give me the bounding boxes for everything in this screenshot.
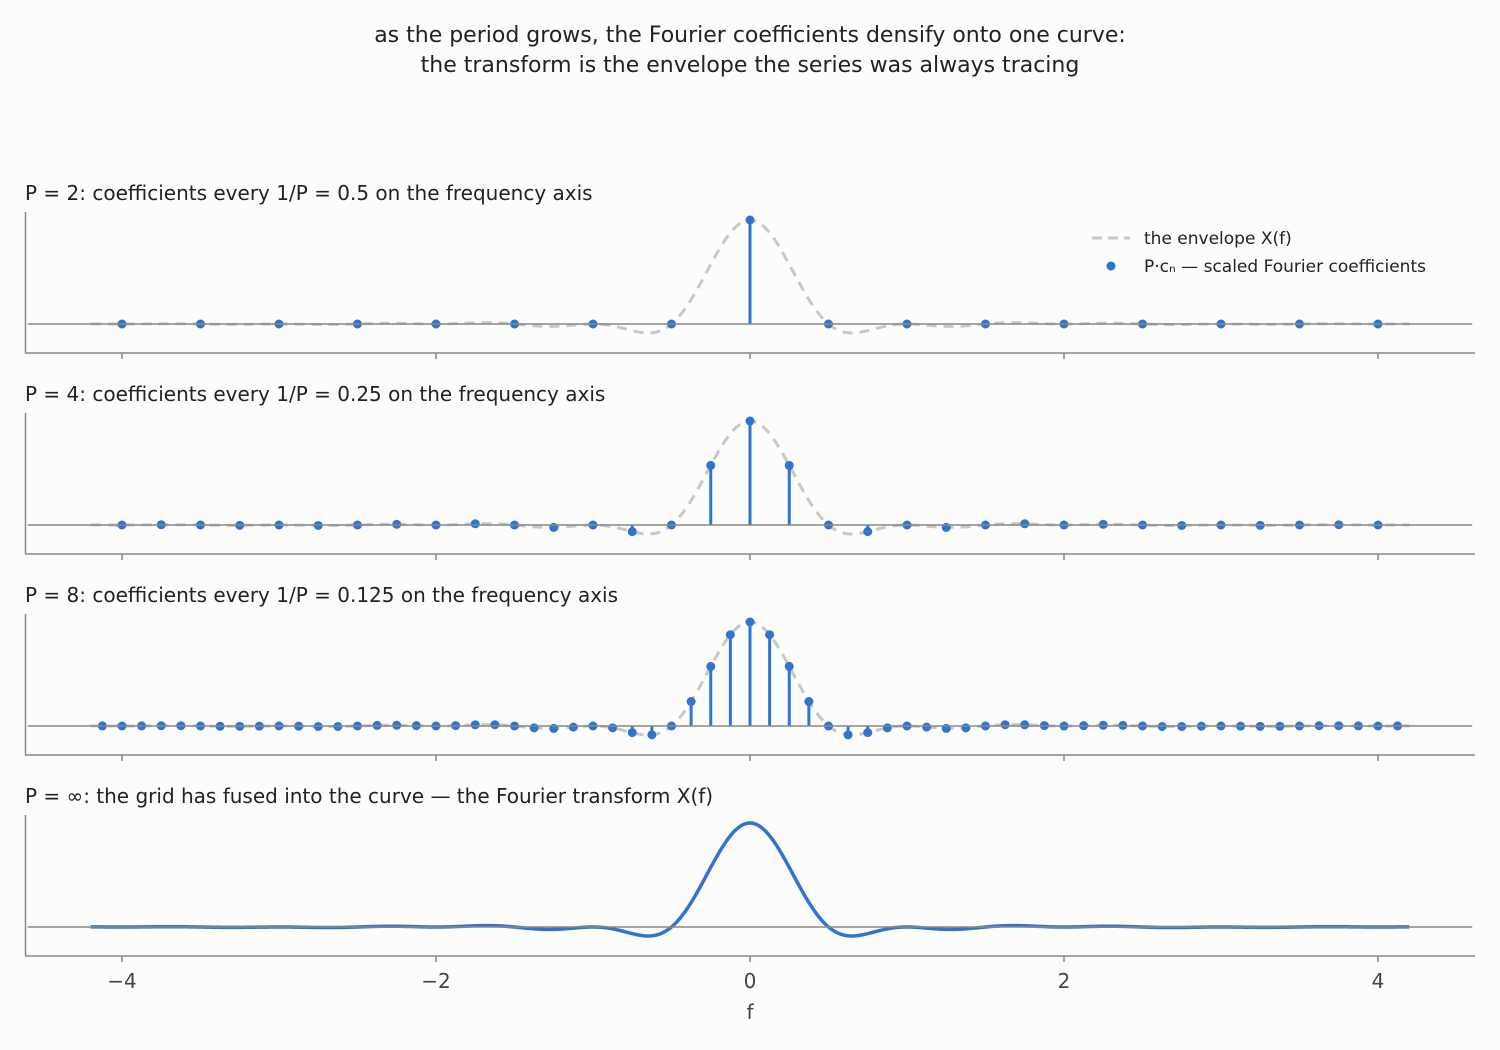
coefficient-marker [961,723,970,732]
panel-1: P = 2: coefficients every 1/P = 0.5 on t… [25,181,1475,359]
x-tick-label: 2 [1058,969,1071,993]
coefficient-marker [569,723,578,732]
coefficient-marker [942,523,951,532]
panel-2-title: P = 4: coefficients every 1/P = 0.25 on … [25,382,605,406]
x-tick-label: −2 [421,969,450,993]
coefficient-marker [785,662,794,671]
coefficient-marker [549,523,558,532]
coefficient-marker [883,723,892,732]
coefficient-marker [746,618,755,627]
x-tick-label: −4 [107,969,136,993]
coefficient-marker [471,519,480,528]
coefficient-marker [922,723,931,732]
coefficient-marker [647,730,656,739]
x-axis-label: f [746,1000,754,1024]
legend-coeff-swatch [1107,262,1116,271]
legend-envelope-label: the envelope X(f) [1144,229,1292,249]
figure-title-line1: as the period grows, the Fourier coeffic… [374,23,1126,48]
panel-4: P = ∞: the grid has fused into the curve… [25,784,1475,1024]
coefficient-marker [628,527,637,536]
legend: the envelope X(f) P·cₙ — scaled Fourier … [1092,229,1426,277]
coefficient-marker [942,724,951,733]
coefficient-marker [608,723,617,732]
coefficient-marker [628,728,637,737]
legend-coeff-label: P·cₙ — scaled Fourier coefficients [1144,257,1426,277]
coefficient-marker [746,216,755,225]
coefficient-marker [490,720,499,729]
panel-4-title: P = ∞: the grid has fused into the curve… [25,784,713,808]
coefficient-marker [785,461,794,470]
x-tick-label: 0 [744,969,757,993]
coefficient-marker [471,720,480,729]
coefficient-marker [863,527,872,536]
x-tick-label: 4 [1372,969,1385,993]
coefficient-marker [863,728,872,737]
coefficient-marker [706,662,715,671]
coefficient-marker [530,723,539,732]
coefficient-marker [746,417,755,426]
coefficient-marker [1020,720,1029,729]
panel-1-title: P = 2: coefficients every 1/P = 0.5 on t… [25,181,593,205]
coefficient-marker [844,730,853,739]
transform-curve [91,823,1410,936]
panel-3: P = 8: coefficients every 1/P = 0.125 on… [25,583,1475,761]
coefficient-marker [1001,720,1010,729]
figure-title-line2: the transform is the envelope the series… [421,53,1080,78]
panel-2: P = 4: coefficients every 1/P = 0.25 on … [25,382,1475,560]
coefficient-marker [549,724,558,733]
coefficient-marker [726,630,735,639]
coefficient-marker [706,461,715,470]
coefficient-marker [1020,519,1029,528]
panel-3-title: P = 8: coefficients every 1/P = 0.125 on… [25,583,618,607]
coefficient-marker [804,697,813,706]
coefficient-marker [687,697,696,706]
coefficient-marker [765,630,774,639]
